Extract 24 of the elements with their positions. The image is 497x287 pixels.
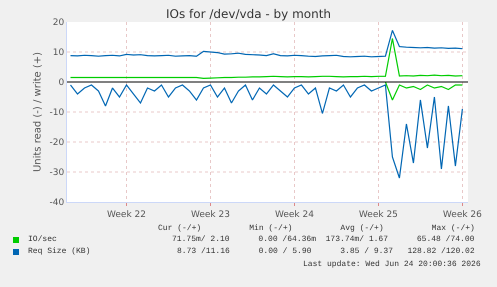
x-tick-label: Week 26 bbox=[442, 210, 482, 220]
line-series bbox=[70, 84, 463, 179]
y-tick-label: 20 bbox=[52, 18, 64, 28]
text: Last update: Wed Jun 24 20:00:36 2026 bbox=[303, 260, 481, 269]
text: 71.75m/ 2.10 0.00 /64.36m 173.74m/ 1.67 65.48 /74.00 bbox=[172, 235, 475, 244]
line-series bbox=[70, 30, 463, 58]
y-tick-label: -40 bbox=[49, 198, 64, 208]
y-tick-label: -20 bbox=[49, 138, 64, 148]
x-tick-label: Week 22 bbox=[107, 210, 146, 220]
y-tick-label: -30 bbox=[49, 168, 64, 178]
y-tick-label: 10 bbox=[52, 48, 64, 58]
text: Cur (-/+) Min (-/+) Avg (-/+) Max (-/+) bbox=[158, 224, 475, 233]
y-tick-label: 0 bbox=[58, 78, 64, 88]
chart-title: IOs for /dev/vda - by month bbox=[166, 7, 332, 22]
x-tick-label: Week 25 bbox=[358, 210, 398, 220]
x-tick-label: Week 23 bbox=[190, 210, 230, 220]
line-series bbox=[384, 81, 463, 101]
y-axis-title: Units read (-) / write (+) bbox=[32, 52, 44, 172]
legend-label: IO/sec bbox=[28, 235, 58, 244]
y-tick-label: -10 bbox=[49, 108, 64, 118]
legend-label: Req Size (KB) bbox=[28, 247, 90, 256]
x-tick-label: Week 24 bbox=[274, 210, 314, 220]
text: 8.73 /11.16 0.00 / 5.90 3.85 / 9.37 128.82 /120.02 bbox=[177, 247, 475, 256]
line-series bbox=[70, 38, 463, 79]
